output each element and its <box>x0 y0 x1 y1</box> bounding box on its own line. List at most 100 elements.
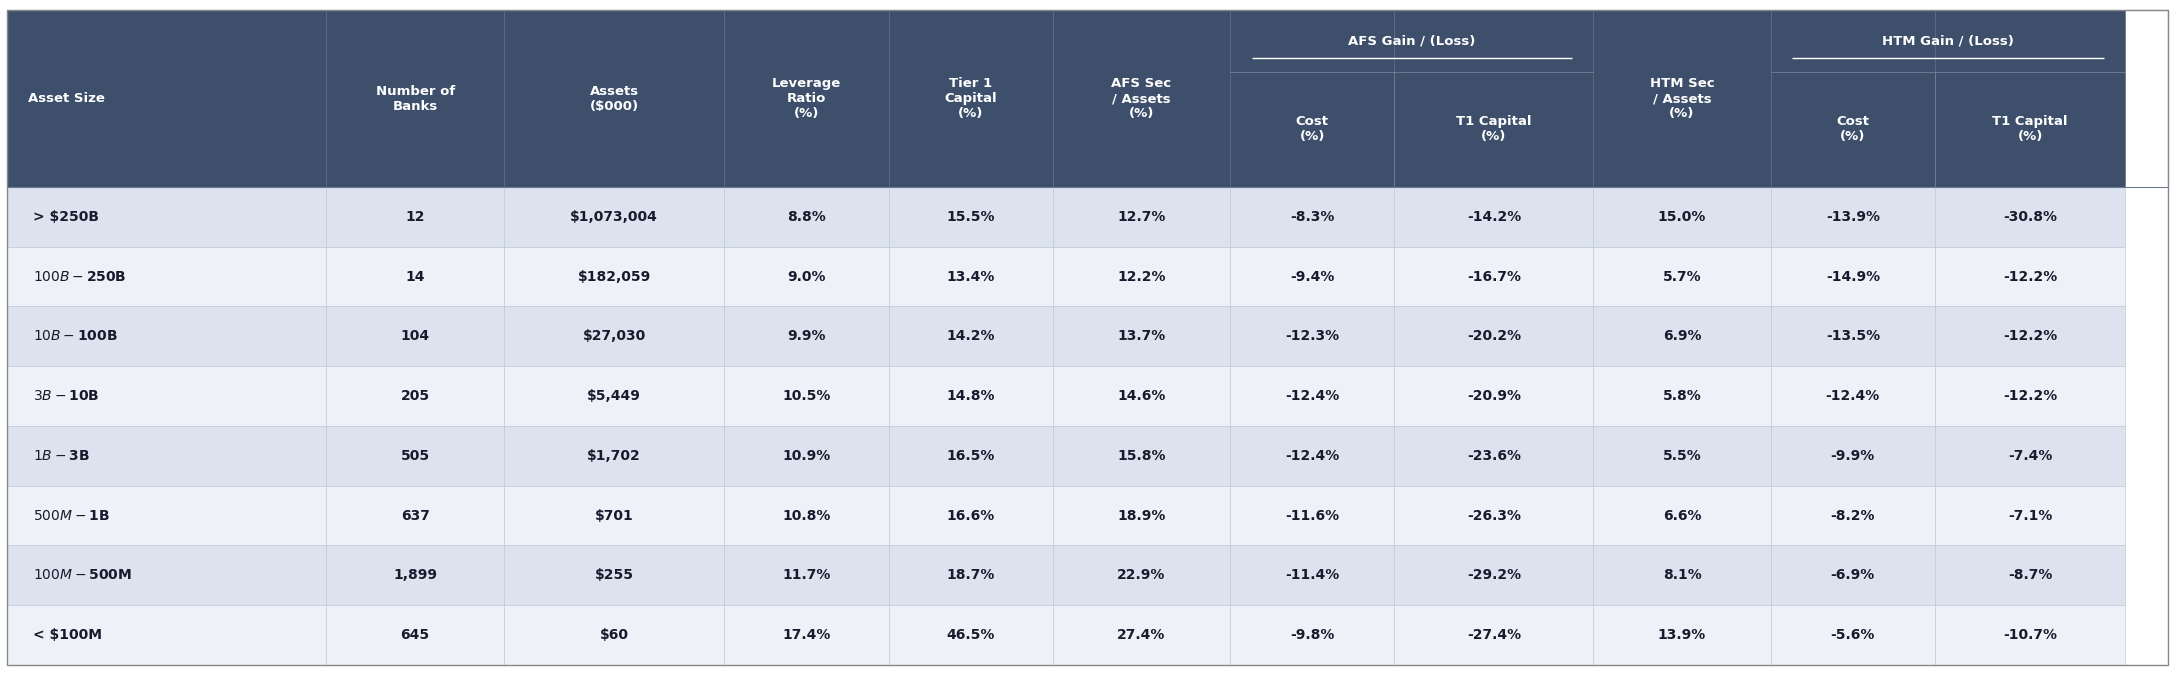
Bar <box>1936 366 2125 426</box>
Bar <box>1231 306 1394 366</box>
Bar <box>505 10 724 187</box>
Text: -20.2%: -20.2% <box>1466 329 1520 344</box>
Text: 645: 645 <box>400 628 431 642</box>
Text: -13.9%: -13.9% <box>1825 210 1879 224</box>
Text: T1 Capital
(%): T1 Capital (%) <box>1992 115 2068 144</box>
Text: 10.5%: 10.5% <box>783 389 831 403</box>
Text: 10.8%: 10.8% <box>783 508 831 522</box>
Bar <box>1936 545 2125 605</box>
Bar <box>7 485 326 545</box>
Bar <box>1770 485 1936 545</box>
Text: Number of
Banks: Number of Banks <box>376 84 455 113</box>
Text: $100B - $250B: $100B - $250B <box>33 269 126 283</box>
Bar <box>1053 306 1231 366</box>
Bar <box>1936 306 2125 366</box>
Bar <box>1594 187 1770 246</box>
Bar <box>890 306 1053 366</box>
Text: -7.4%: -7.4% <box>2008 449 2053 463</box>
Text: Cost
(%): Cost (%) <box>1296 115 1329 144</box>
Text: 12.7%: 12.7% <box>1118 210 1166 224</box>
Text: $5,449: $5,449 <box>587 389 642 403</box>
Bar <box>724 306 890 366</box>
Bar <box>1394 366 1594 426</box>
Text: $1B - $3B: $1B - $3B <box>33 449 89 463</box>
Bar <box>1053 187 1231 246</box>
Text: Leverage
Ratio
(%): Leverage Ratio (%) <box>772 77 842 120</box>
Text: -23.6%: -23.6% <box>1466 449 1520 463</box>
Text: -8.2%: -8.2% <box>1831 508 1875 522</box>
Text: $100M - $500M: $100M - $500M <box>33 568 133 583</box>
Bar <box>7 187 326 246</box>
Text: 13.4%: 13.4% <box>946 269 994 283</box>
Text: -11.6%: -11.6% <box>1285 508 1340 522</box>
Bar <box>505 426 724 485</box>
Bar <box>1770 187 1936 246</box>
Text: 8.1%: 8.1% <box>1662 568 1701 583</box>
Bar <box>724 246 890 306</box>
Text: 18.7%: 18.7% <box>946 568 994 583</box>
Bar <box>7 366 326 426</box>
Bar <box>1594 605 1770 665</box>
Bar <box>1053 485 1231 545</box>
Text: -8.7%: -8.7% <box>2008 568 2053 583</box>
Bar <box>1936 485 2125 545</box>
Bar <box>1594 545 1770 605</box>
Bar <box>1594 10 1770 187</box>
Text: -16.7%: -16.7% <box>1466 269 1520 283</box>
Text: $3B - $10B: $3B - $10B <box>33 389 98 403</box>
Bar <box>326 10 505 187</box>
Text: $701: $701 <box>594 508 633 522</box>
Text: 17.4%: 17.4% <box>783 628 831 642</box>
Text: 15.5%: 15.5% <box>946 210 994 224</box>
Bar <box>1231 485 1394 545</box>
Bar <box>326 605 505 665</box>
Text: 14.8%: 14.8% <box>946 389 994 403</box>
Text: $27,030: $27,030 <box>583 329 646 344</box>
Bar <box>7 10 2168 187</box>
Bar <box>1594 426 1770 485</box>
Bar <box>1053 246 1231 306</box>
Bar <box>724 545 890 605</box>
Text: 15.8%: 15.8% <box>1118 449 1166 463</box>
Text: -8.3%: -8.3% <box>1290 210 1335 224</box>
Bar <box>1394 485 1594 545</box>
Bar <box>7 10 326 187</box>
Text: Asset Size: Asset Size <box>28 92 104 105</box>
Bar <box>1770 246 1936 306</box>
Bar <box>1594 366 1770 426</box>
Text: HTM Gain / (Loss): HTM Gain / (Loss) <box>1881 34 2014 47</box>
Bar <box>326 187 505 246</box>
Bar <box>7 426 326 485</box>
Bar <box>1394 426 1594 485</box>
Bar <box>1936 426 2125 485</box>
Text: $182,059: $182,059 <box>576 269 650 283</box>
Text: -7.1%: -7.1% <box>2008 508 2053 522</box>
Bar <box>505 605 724 665</box>
Text: -12.2%: -12.2% <box>2003 329 2058 344</box>
Text: 13.9%: 13.9% <box>1657 628 1705 642</box>
Text: 205: 205 <box>400 389 431 403</box>
Text: -12.4%: -12.4% <box>1285 389 1340 403</box>
Bar <box>1394 246 1594 306</box>
Text: T1 Capital
(%): T1 Capital (%) <box>1457 115 1531 144</box>
Bar <box>1231 605 1394 665</box>
Bar <box>505 246 724 306</box>
Text: 6.9%: 6.9% <box>1662 329 1701 344</box>
Text: -12.2%: -12.2% <box>2003 269 2058 283</box>
Text: 10.9%: 10.9% <box>783 449 831 463</box>
Text: 505: 505 <box>400 449 431 463</box>
Text: 104: 104 <box>400 329 431 344</box>
Text: Cost
(%): Cost (%) <box>1836 115 1868 144</box>
Text: $500M - $1B: $500M - $1B <box>33 508 109 522</box>
Text: 637: 637 <box>400 508 431 522</box>
Bar <box>7 246 326 306</box>
Text: $60: $60 <box>600 628 629 642</box>
Bar <box>1231 246 1394 306</box>
Text: 5.5%: 5.5% <box>1662 449 1701 463</box>
Bar <box>724 187 890 246</box>
Bar <box>1231 426 1394 485</box>
Bar <box>1770 306 1936 366</box>
Bar <box>890 10 1053 187</box>
Bar <box>1231 187 1394 246</box>
Bar <box>1053 366 1231 426</box>
